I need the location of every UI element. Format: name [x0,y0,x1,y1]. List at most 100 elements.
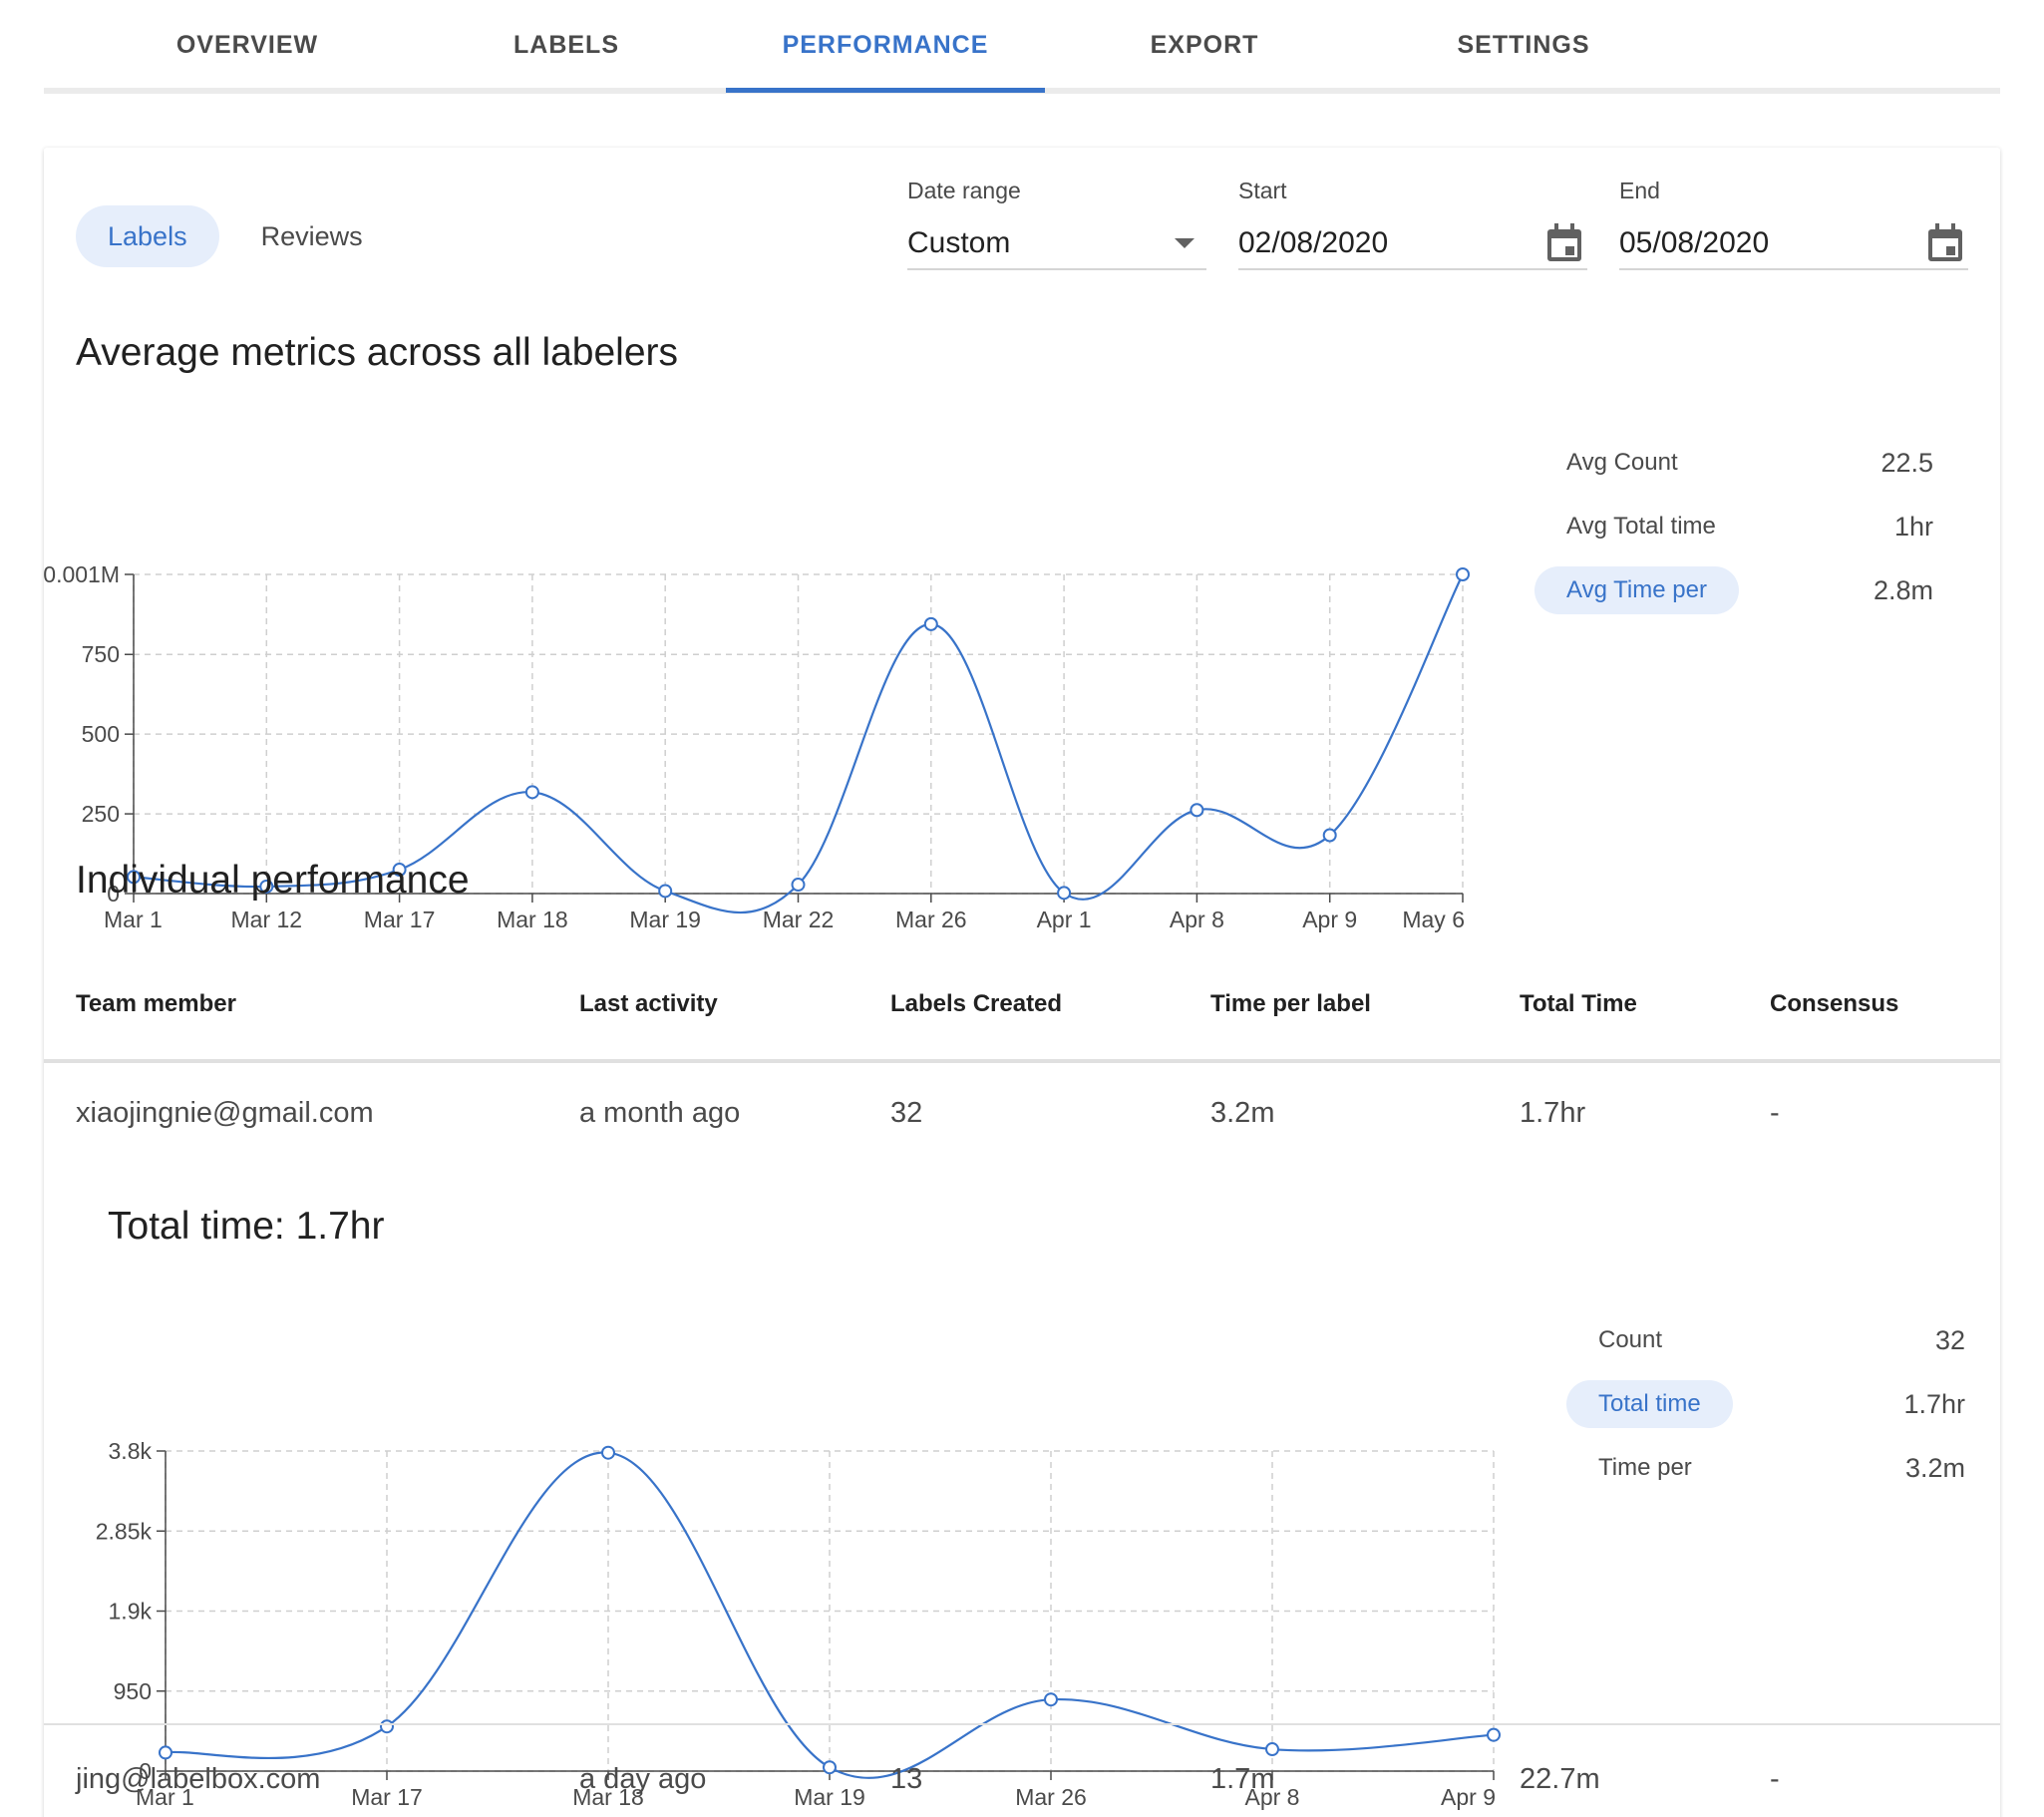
metric-row-avg-time-per[interactable]: Avg Time per 2.8m [1534,566,1933,614]
average-metrics-chart: 0 250 500 750 0.001M Mar 1 Mar 12 Mar 17 Mar 18 M… [43,417,1539,932]
y-tick-label: 2.85k [96,1518,153,1544]
tab-settings[interactable]: SETTINGS [1457,30,1590,59]
metric-value: 3.2m [1904,1452,1965,1483]
metric-row-total-time[interactable]: Total time 1.7hr [1566,1380,1965,1428]
y-tick-label: 0.001M [43,561,120,587]
reviews-toggle-button[interactable]: Reviews [260,220,363,251]
start-date-value: 02/08/2020 [1238,226,1389,259]
last-activity: a month ago [579,1097,741,1129]
tab-export[interactable]: EXPORT [1150,30,1259,59]
end-date-field[interactable]: End 05/08/2020 [1619,178,1968,270]
metric-row-time-per[interactable]: Time per 3.2m [1566,1444,1965,1492]
data-point [1044,1692,1058,1707]
x-tick-label: Apr 9 [1441,1784,1496,1810]
column-header-time-per-label[interactable]: Time per label [1210,990,1371,1017]
metric-name: Time per [1598,1454,1692,1481]
dropdown-arrow-icon [1175,238,1194,248]
metric-value: 2.8m [1873,574,1933,605]
metric-row-avg-total-time[interactable]: Avg Total time 1hr [1534,503,1933,550]
start-date-field[interactable]: Start 02/08/2020 [1238,178,1587,270]
member-email: jing@labelbox.com [76,1763,321,1795]
x-tick-label: Mar 19 [794,1784,865,1810]
x-tick-label: Mar 22 [763,907,835,932]
calendar-icon[interactable] [1926,223,1964,263]
x-tick-label: Mar 17 [364,907,436,932]
tab-overview[interactable]: OVERVIEW [175,30,319,59]
metric-row-count[interactable]: Count 32 [1566,1316,1965,1364]
x-tick-label: Mar 18 [572,1784,644,1810]
labels-created: 13 [890,1763,923,1795]
data-point [524,785,539,800]
last-activity: a day ago [579,1763,707,1795]
member-performance-chart: 0 950 1.9k 2.85k 3.8k Mar 1 Mar 17 Mar 18 Mar 19… [44,1294,1559,1810]
x-tick-label: Mar 18 [497,907,568,932]
column-header-last-activity[interactable]: Last activity [579,990,718,1017]
column-header-total-time[interactable]: Total Time [1520,990,1637,1017]
column-header-consensus[interactable]: Consensus [1770,990,1899,1017]
y-tick-label: 1.9k [109,1599,153,1625]
y-tick-label: 0 [139,1758,152,1784]
metric-value: 22.5 [1880,447,1933,478]
average-metrics-chart-svg: 0 250 500 750 0.001M Mar 1 Mar 12 Mar 17 Mar 18 M… [43,561,1470,932]
data-point [601,1445,615,1460]
table-row[interactable]: jing@labelbox.com a day ago 13 1.7m 22.7… [44,1725,2000,1817]
data-point [259,879,274,894]
metric-value: 1hr [1893,511,1933,542]
data-point [923,616,938,631]
data-point [658,884,673,899]
metric-name: Avg Count [1566,449,1678,476]
data-point [1190,803,1204,818]
row-divider [44,1723,2000,1725]
metric-name: Count [1598,1326,1663,1353]
data-point [127,870,141,885]
member-performance-chart-svg: 0 950 1.9k 2.85k 3.8k Mar 1 Mar 17 Mar 18 Mar 19… [96,1438,1501,1810]
performance-card: Labels Reviews Date range Custom Start 0… [43,148,2000,1817]
active-tab-indicator [726,88,1045,93]
y-tick-label: 500 [82,721,120,747]
total-time: 22.7m [1520,1763,1600,1795]
x-tick-label: Apr 9 [1302,907,1357,932]
labels-reviews-toggle: Labels Reviews [76,205,395,267]
x-tick-label: Apr 1 [1037,907,1092,932]
data-point [1487,1727,1501,1742]
data-point [1322,828,1337,843]
data-point [1265,1742,1279,1757]
start-date-label: Start [1238,178,1287,203]
expanded-total-time-title: Total time: 1.7hr [108,1205,385,1248]
time-per-label: 1.7m [1210,1763,1275,1795]
data-point [1456,567,1470,581]
x-tick-label: Mar 17 [351,1784,423,1810]
date-range-label: Date range [907,178,1021,203]
x-tick-label: Mar 26 [1015,1784,1087,1810]
metric-name: Avg Total time [1566,513,1716,540]
date-range-value: Custom [907,226,1011,259]
individual-performance-title: Individual performance [76,859,470,902]
data-point [392,863,407,878]
x-tick-label: Mar 19 [629,907,701,932]
y-tick-label: 250 [82,801,120,827]
table-row[interactable]: xiaojingnie@gmail.com a month ago 32 3.2… [44,1059,2000,1169]
tab-performance[interactable]: PERFORMANCE [782,30,989,59]
y-tick-label: 0 [107,881,120,907]
y-tick-label: 950 [114,1678,152,1704]
metric-row-avg-count[interactable]: Avg Count 22.5 [1534,439,1933,487]
y-tick-label: 750 [82,641,120,667]
tab-labels[interactable]: LABELS [513,30,619,59]
column-header-team-member[interactable]: Team member [76,990,236,1017]
end-date-value: 05/08/2020 [1619,226,1770,259]
column-header-labels-created[interactable]: Labels Created [890,990,1063,1017]
x-tick-label: Mar 1 [136,1784,194,1810]
metric-name: Total time [1566,1380,1733,1428]
end-date-label: End [1619,178,1660,203]
metric-value: 1.7hr [1903,1388,1965,1419]
labels-toggle-button[interactable]: Labels [76,205,219,267]
x-tick-label: Apr 8 [1170,907,1224,932]
consensus: - [1770,1097,1780,1129]
metric-name: Avg Time per [1534,566,1739,614]
x-tick-label: May 6 [1402,907,1465,932]
labels-created: 32 [890,1097,923,1129]
average-metrics-title: Average metrics across all labelers [76,331,679,374]
header-divider [44,1059,2000,1061]
calendar-icon[interactable] [1545,223,1583,263]
date-range-select[interactable]: Date range Custom [907,178,1206,270]
